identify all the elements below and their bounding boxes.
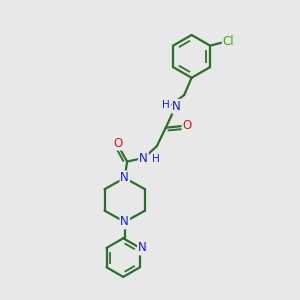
Text: H: H <box>152 154 160 164</box>
Text: Cl: Cl <box>223 35 234 48</box>
Text: O: O <box>113 137 122 150</box>
Text: N: N <box>120 215 129 228</box>
Text: H: H <box>162 100 169 110</box>
Text: N: N <box>120 171 129 184</box>
Text: N: N <box>172 100 181 113</box>
Text: O: O <box>182 119 192 132</box>
Text: N: N <box>138 242 147 254</box>
Text: N: N <box>139 152 148 164</box>
